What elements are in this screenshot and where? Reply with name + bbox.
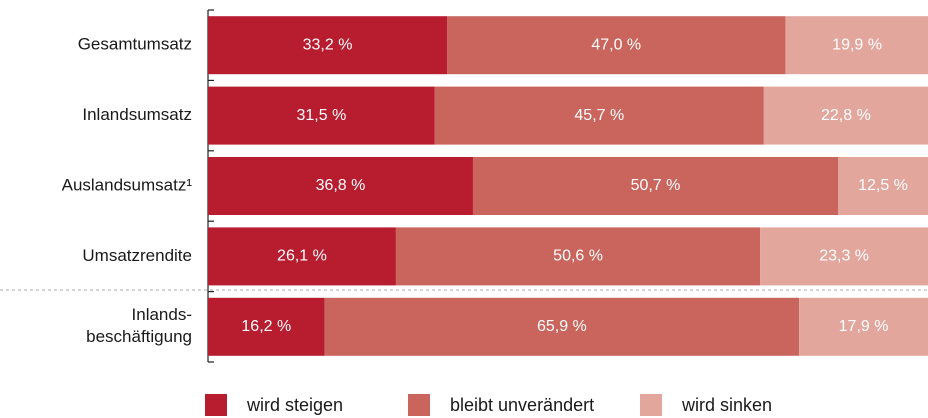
- category-label: Gesamtumsatz: [78, 35, 192, 54]
- value-label: 12,5 %: [858, 177, 908, 194]
- bar-segment: [447, 16, 786, 75]
- bar-segment: [799, 297, 928, 356]
- legend-label: wird sinken: [681, 395, 772, 415]
- value-label: 50,6 %: [553, 248, 603, 265]
- value-label: 16,2 %: [241, 318, 291, 335]
- bar-segment: [395, 227, 761, 286]
- bar-segment: [434, 86, 764, 145]
- bar-segment: [208, 227, 396, 286]
- value-label: 65,9 %: [537, 318, 587, 335]
- bar-segment: [208, 16, 448, 75]
- category-label: Umsatzrendite: [82, 246, 192, 265]
- value-label: 19,9 %: [832, 36, 882, 53]
- bar-segment: [785, 16, 928, 75]
- legend-label: wird steigen: [246, 395, 343, 415]
- bar-segment: [208, 157, 473, 215]
- legend-swatch: [205, 394, 227, 416]
- bar-segment: [838, 157, 928, 215]
- value-label: 50,7 %: [631, 177, 681, 194]
- bar-segment: [324, 297, 800, 356]
- value-label: 36,8 %: [316, 177, 366, 194]
- category-label: Inlands-beschäftigung: [86, 305, 192, 346]
- legend-swatch: [408, 394, 430, 416]
- bar-segment: [208, 297, 325, 356]
- category-label: Auslandsumsatz¹: [62, 175, 193, 194]
- bar-segment: [763, 86, 928, 145]
- bar-segment: [208, 86, 435, 145]
- bar-segment: [760, 227, 928, 286]
- value-label: 22,8 %: [821, 107, 871, 124]
- value-label: 33,2 %: [303, 36, 353, 53]
- category-label: Inlandsumsatz: [82, 105, 192, 124]
- legend-swatch: [640, 394, 662, 416]
- value-label: 17,9 %: [839, 318, 889, 335]
- value-label: 47,0 %: [591, 36, 641, 53]
- value-label: 45,7 %: [574, 107, 624, 124]
- value-label: 31,5 %: [296, 107, 346, 124]
- legend-label: bleibt unverändert: [450, 395, 594, 415]
- value-label: 26,1 %: [277, 248, 327, 265]
- bar-segment: [472, 157, 838, 215]
- value-label: 23,3 %: [819, 248, 869, 265]
